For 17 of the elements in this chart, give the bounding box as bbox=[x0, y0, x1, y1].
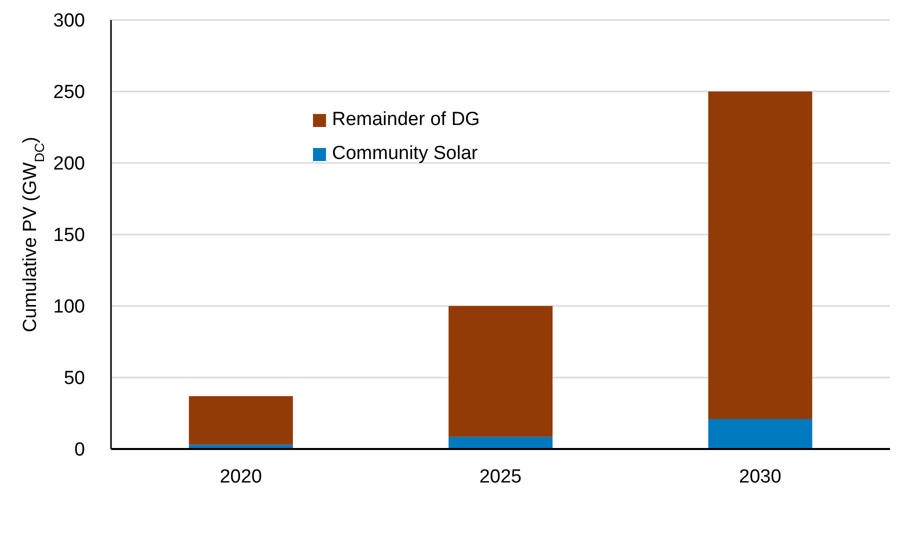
y-tick-label: 100 bbox=[53, 296, 85, 318]
x-tick-label: 2020 bbox=[220, 466, 262, 488]
bar bbox=[448, 436, 553, 449]
y-tick-label: 300 bbox=[53, 10, 85, 32]
y-tick-label: 150 bbox=[53, 225, 85, 246]
bar bbox=[188, 396, 293, 445]
bar bbox=[708, 92, 812, 419]
x-tick-label: 2030 bbox=[739, 466, 782, 488]
y-tick-label: 200 bbox=[53, 154, 85, 175]
y-tick-label: 250 bbox=[53, 82, 85, 104]
x-tick-label: 2025 bbox=[479, 466, 522, 488]
bar bbox=[708, 418, 812, 449]
y-tick-label: 0 bbox=[74, 440, 85, 461]
legend-label: Remainder of DG bbox=[332, 109, 480, 131]
y-tick-label: 50 bbox=[64, 368, 85, 390]
legend-label: Community Solar bbox=[332, 143, 478, 165]
bar bbox=[448, 306, 553, 437]
